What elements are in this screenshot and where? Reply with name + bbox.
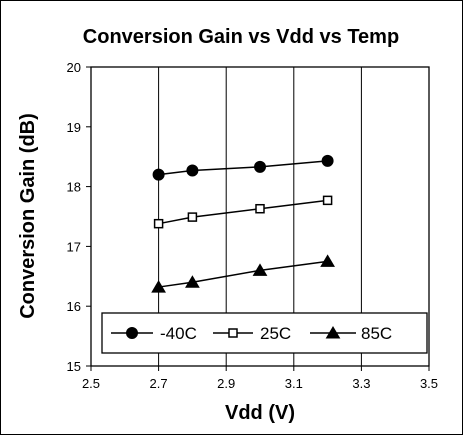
plot-area [90,66,430,367]
y-tick-label: 18 [67,180,81,195]
axis-ticks: 2.5 2.7 2.9 3.1 3.3 3.5 15 16 17 18 19 20 [67,60,439,391]
series-line-85c [158,260,328,288]
data-point-25c [187,212,198,222]
legend: -40C 25C 85C [101,312,428,354]
legend-label-40c: -40C [160,324,197,343]
data-point-85c [320,254,335,267]
x-tick-label: 2.5 [82,376,100,391]
x-tick-label: 3.5 [420,376,438,391]
x-tick-label: 3.3 [352,376,370,391]
legend-marker-25c [228,328,238,338]
x-tick-label: 2.7 [150,376,168,391]
legend-marker-85c [325,326,341,339]
data-point-25c [255,203,265,214]
chart-title: Conversion Gain vs Vdd vs Temp [83,26,399,48]
series-line-40c [158,160,328,176]
data-point-85c [185,275,200,288]
y-tick-label: 15 [67,359,81,374]
legend-label-85c: 85C [361,324,392,343]
y-axis-title: Conversion Gain (dB) [17,113,39,319]
series-line-25c [158,199,328,225]
legend-box [101,312,428,354]
legend-label-25c: 25C [260,324,291,343]
y-tick-label: 17 [67,239,81,254]
x-tick-label: 2.9 [217,376,235,391]
y-tick-label: 16 [67,299,81,314]
y-tick-label: 20 [67,60,81,75]
data-point-25c [322,195,333,206]
data-point-40c [152,168,165,181]
data-point-40c [321,154,334,167]
x-axis-title: Vdd (V) [225,402,295,424]
legend-marker-40c [126,327,138,339]
data-point-40c [254,160,266,173]
x-tick-label: 3.1 [285,376,303,391]
data-point-85c [252,263,268,276]
y-tick-label: 19 [67,120,81,135]
series-group [151,154,335,293]
data-point-85c [151,280,166,293]
data-point-40c [186,164,199,177]
data-point-25c [153,218,164,229]
